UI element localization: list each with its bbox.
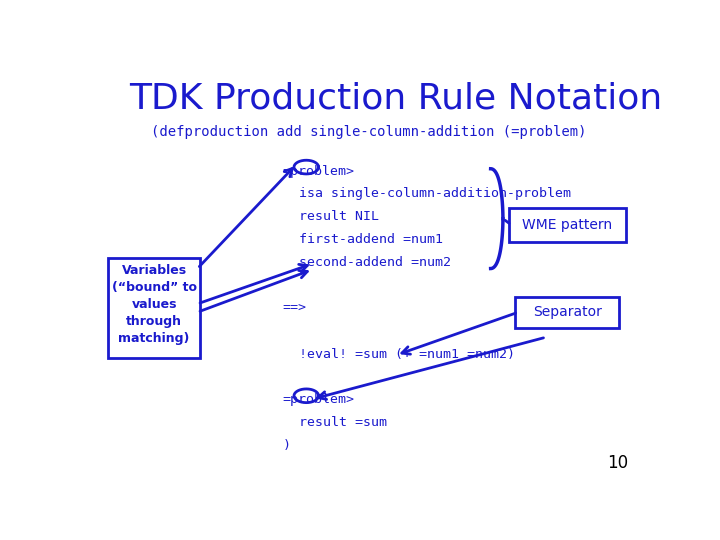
Text: first-addend =num1: first-addend =num1: [282, 233, 443, 246]
Text: isa single-column-addition-problem: isa single-column-addition-problem: [282, 187, 570, 200]
FancyBboxPatch shape: [516, 296, 618, 328]
FancyBboxPatch shape: [108, 258, 200, 358]
Text: ==>: ==>: [282, 302, 307, 315]
Text: =problem>: =problem>: [282, 393, 354, 406]
Text: result =sum: result =sum: [282, 416, 387, 429]
Text: Separator: Separator: [533, 305, 601, 319]
FancyBboxPatch shape: [508, 208, 626, 242]
Text: !eval! =sum (+ =num1 =num2): !eval! =sum (+ =num1 =num2): [282, 348, 515, 361]
Text: result NIL: result NIL: [282, 210, 379, 224]
Text: ): ): [282, 439, 290, 452]
Text: WME pattern: WME pattern: [522, 218, 612, 232]
Text: second-addend =num2: second-addend =num2: [282, 256, 451, 269]
Text: 10: 10: [608, 454, 629, 472]
Text: =problem>: =problem>: [282, 165, 354, 178]
Text: Variables
(“bound” to
values
through
matching): Variables (“bound” to values through mat…: [112, 264, 197, 345]
Text: TDK Production Rule Notation: TDK Production Rule Notation: [129, 82, 662, 116]
Text: (defproduction add single-column-addition (=problem): (defproduction add single-column-additio…: [151, 125, 587, 139]
